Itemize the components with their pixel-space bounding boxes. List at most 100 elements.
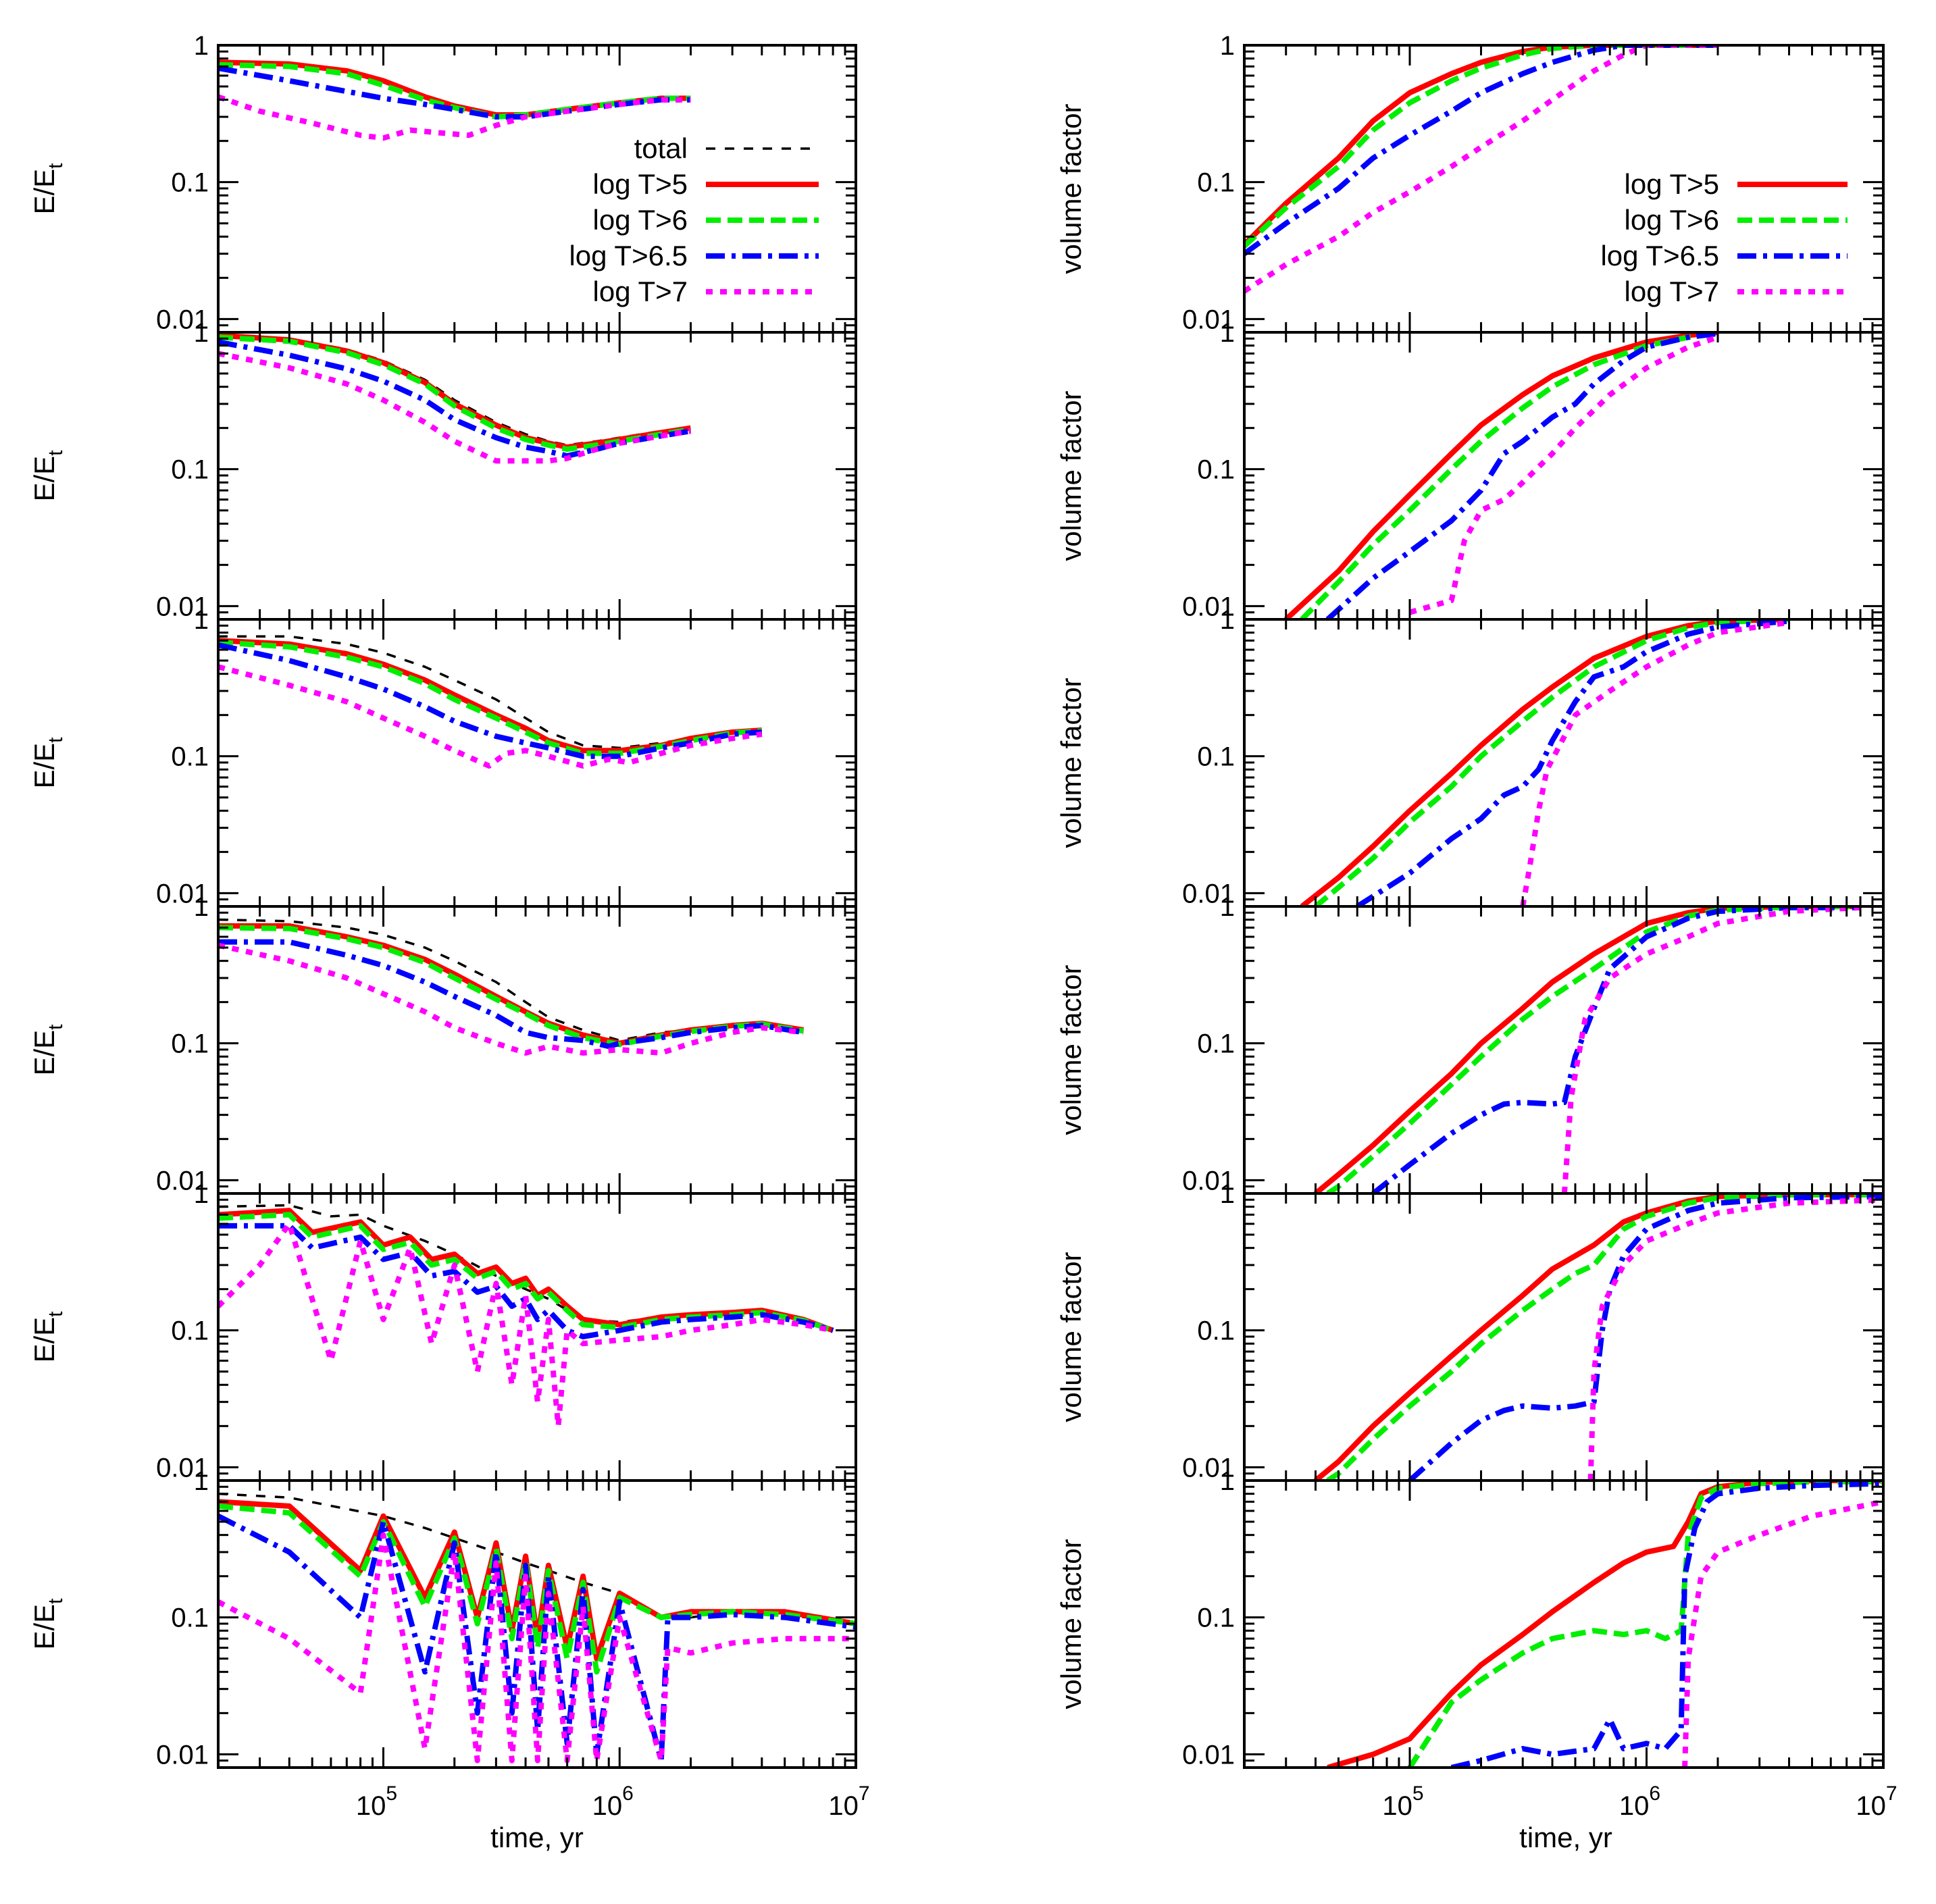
y-axis-label-main: E/E <box>28 169 60 215</box>
series-line-logt7 <box>1561 906 1861 1193</box>
plot-frame <box>217 905 857 1195</box>
y-axis-label: E/Et <box>28 1311 67 1363</box>
y-axis-label: volume factor <box>1055 1539 1087 1709</box>
y-tick-label: 0.01 <box>156 1453 209 1483</box>
panel-L2: 1 0.1 0.01 E/Et <box>28 318 857 621</box>
series-line-logt7 <box>1520 619 1790 906</box>
series-group <box>1244 45 1718 294</box>
x-tick-exp: 5 <box>1412 1782 1424 1805</box>
x-tick-base: 10 <box>828 1791 859 1821</box>
y-tick-label: 1 <box>194 31 209 61</box>
series-group <box>1313 906 1861 1193</box>
y-tick-label: 1 <box>1220 31 1235 61</box>
series-line-logt7 <box>218 942 804 1056</box>
y-axis-label-main: E/E <box>28 743 60 789</box>
series-group <box>1313 1193 1883 1481</box>
y-axis-label-main: E/E <box>28 456 60 502</box>
panel-R4: 1 0.1 0.01 volume factor <box>1055 892 1885 1195</box>
x-axis-label-right: time, yr <box>1519 1822 1612 1853</box>
series-line-logt5 <box>1300 619 1789 906</box>
x-tick-label: 106 <box>592 1782 634 1821</box>
y-axis-label: volume factor <box>1055 677 1087 848</box>
y-axis-label-main: E/E <box>28 1604 60 1650</box>
ticks <box>1243 618 1883 908</box>
y-tick-label: 0.1 <box>171 1603 209 1633</box>
x-tick-base: 10 <box>1856 1791 1886 1821</box>
series-line-logt6 <box>1300 332 1718 619</box>
legend-label: log T>6 <box>1625 204 1720 236</box>
series-group <box>218 918 805 1056</box>
series-group <box>218 1492 856 1764</box>
y-tick-label: 1 <box>194 318 209 348</box>
series-line-logt6 <box>1326 906 1861 1193</box>
series-line-logt7 <box>1587 1197 1883 1481</box>
y-tick-label: 0.01 <box>156 879 209 908</box>
y-tick-label: 0.1 <box>1197 168 1235 198</box>
panel-R1: 1 0.1 0.01 volume factor <box>1055 31 1885 334</box>
legend-label: total <box>634 132 688 164</box>
series-line-logt6 <box>218 334 692 453</box>
ticks <box>1243 1479 1883 1769</box>
x-tick-exp: 7 <box>859 1782 870 1805</box>
series-line-logt6 <box>1244 45 1718 249</box>
y-axis-label: volume factor <box>1055 390 1087 561</box>
y-tick-label: 0.01 <box>1182 1740 1235 1770</box>
x-tick-base: 10 <box>1619 1791 1650 1821</box>
ticks <box>1243 1192 1883 1482</box>
series-line-logt6 <box>218 925 805 1048</box>
x-tick-exp: 7 <box>1886 1782 1897 1805</box>
y-tick-label: 0.1 <box>171 1316 209 1346</box>
y-tick-label: 0.1 <box>171 168 209 198</box>
series-group <box>1300 619 1790 906</box>
series-group <box>1327 1481 1883 1768</box>
y-axis-label: E/Et <box>28 1598 67 1650</box>
plot-frame <box>217 44 857 334</box>
y-axis-label-sub: t <box>45 1598 67 1604</box>
legend-right: log T>5 log T>6 log T>6.5 log T>7 <box>1600 168 1848 307</box>
series-line-logt6 <box>1407 1481 1883 1768</box>
x-tick-exp: 6 <box>622 1782 634 1805</box>
series-line-logt6.5 <box>1244 45 1718 256</box>
x-tick-label: 107 <box>828 1782 869 1821</box>
y-axis-label: E/Et <box>28 1024 67 1076</box>
y-tick-label: 0.01 <box>1182 1453 1235 1483</box>
plot-frame <box>1243 331 1885 621</box>
legend-label: log T>5 <box>1625 168 1720 200</box>
legend-label: log T>6.5 <box>1600 240 1719 272</box>
y-tick-label: 1 <box>194 1466 209 1496</box>
legend-label: log T>5 <box>593 168 688 200</box>
y-tick-label: 0.01 <box>1182 1166 1235 1195</box>
y-tick-label: 1 <box>1220 1466 1235 1496</box>
series-line-logt5 <box>1313 906 1860 1193</box>
series-line-logt6 <box>218 639 763 756</box>
y-axis-label-sub: t <box>45 163 67 169</box>
y-tick-label: 0.01 <box>156 305 209 334</box>
ticks <box>1243 331 1883 621</box>
series-line-logt6.5 <box>1371 906 1860 1193</box>
y-axis-label: E/Et <box>28 737 67 789</box>
plot-frame <box>217 1192 857 1482</box>
panel-R5: 1 0.1 0.01 volume factor <box>1055 1179 1885 1483</box>
y-tick-label: 1 <box>1220 1179 1235 1209</box>
y-tick-label: 0.01 <box>156 1740 209 1770</box>
y-axis-label-sub: t <box>45 450 67 456</box>
series-line-logt6.5 <box>218 339 692 459</box>
x-tick-base: 10 <box>1382 1791 1412 1821</box>
x-tick-exp: 6 <box>1649 1782 1660 1805</box>
legend-left: total log T>5 log T>6 log T>6.5 log T>7 <box>569 132 819 307</box>
panel-L5: 1 0.1 0.01 E/Et <box>28 1179 857 1483</box>
series-group <box>218 59 691 141</box>
y-tick-label: 0.01 <box>156 1166 209 1195</box>
plot-frame <box>1243 1192 1885 1482</box>
series-line-total <box>218 635 762 750</box>
series-line-logt6.5 <box>1356 619 1789 906</box>
x-tick-label: 105 <box>1382 1782 1423 1821</box>
panel-L3: 1 0.1 0.01 E/Et <box>28 605 857 908</box>
y-axis-label: E/Et <box>28 450 67 502</box>
plot-frame <box>217 331 857 621</box>
series-group <box>218 1204 834 1429</box>
y-tick-label: 0.1 <box>171 1029 209 1059</box>
series-line-logt6.5 <box>218 1223 834 1339</box>
